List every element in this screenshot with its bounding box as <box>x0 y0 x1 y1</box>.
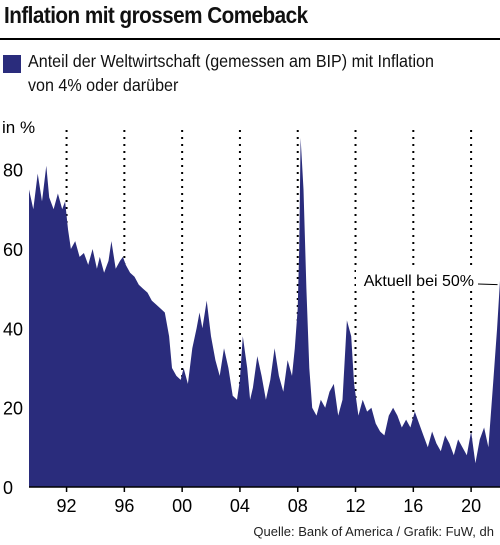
x-axis: 92 96 00 04 08 12 16 20 <box>57 487 481 516</box>
x-tick-label: 12 <box>346 496 366 516</box>
x-tick-label: 04 <box>230 496 250 516</box>
y-tick-label: 0 <box>3 478 13 498</box>
x-tick-label: 20 <box>461 496 481 516</box>
y-tick-label: 40 <box>3 319 23 339</box>
x-tick-label: 96 <box>114 496 134 516</box>
annotation: Aktuell bei 50% <box>356 267 498 291</box>
y-axis-label: in % <box>2 118 35 137</box>
annotation-text: Aktuell bei 50% <box>364 273 474 290</box>
chart-title: Inflation mit grossem Comeback <box>4 2 308 28</box>
y-axis: 0 20 40 60 80 <box>3 161 23 498</box>
y-tick-label: 20 <box>3 399 23 419</box>
annotation-leader <box>477 283 498 286</box>
x-tick-label: 92 <box>57 496 77 516</box>
x-tick-label: 16 <box>403 496 423 516</box>
y-tick-label: 60 <box>3 240 23 260</box>
title-rule <box>0 38 500 40</box>
y-tick-label: 80 <box>3 161 23 181</box>
annotation-bg <box>356 267 476 291</box>
x-tick-label: 00 <box>172 496 192 516</box>
legend-swatch <box>3 55 21 73</box>
x-tick-label: 08 <box>288 496 308 516</box>
source-note: Quelle: Bank of America / Grafik: FuW, d… <box>253 524 494 539</box>
series-area <box>29 137 500 487</box>
legend-label: Anteil der Weltwirtschaft (gemessen am B… <box>28 51 434 95</box>
